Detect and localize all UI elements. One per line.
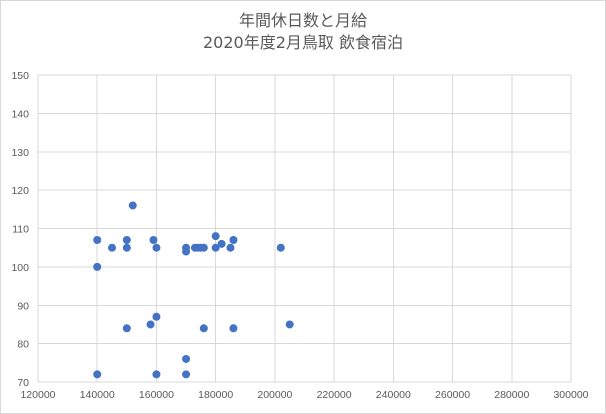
x-tick-label: 120000 [20, 389, 55, 401]
chart-title-line-1: 年間休日数と月給 [238, 11, 367, 30]
data-point [229, 236, 238, 245]
y-tick-label: 100 [11, 262, 29, 274]
gridlines [37, 74, 572, 383]
data-point [229, 324, 238, 333]
y-tick-label: 110 [12, 224, 29, 236]
x-tick-label: 140000 [80, 389, 115, 401]
chart-title: 年間休日数と月給 2020年度2月鳥取 飲食宿泊 [0, 10, 606, 54]
data-point [285, 320, 294, 329]
y-tick-label: 70 [17, 377, 29, 389]
data-point [108, 243, 117, 252]
x-tick-label: 200000 [257, 389, 292, 401]
x-tick-label: 220000 [317, 389, 352, 401]
x-tick-label: 180000 [198, 389, 233, 401]
data-point [152, 370, 161, 379]
data-point [93, 236, 102, 245]
data-point [182, 370, 191, 379]
data-point [182, 354, 191, 363]
y-tick-label: 140 [11, 108, 29, 120]
data-point [152, 312, 161, 321]
axis-tick-labels: 120000 140000 160000 180000 200000 220000 2400… [11, 70, 588, 401]
data-point [149, 236, 158, 245]
data-point [211, 232, 220, 241]
y-tick-label: 90 [17, 300, 29, 312]
data-point [276, 243, 285, 252]
x-tick-label: 300000 [553, 389, 588, 401]
data-point [211, 243, 220, 252]
data-point [226, 243, 235, 252]
y-tick-label: 120 [11, 185, 29, 197]
x-tick-label: 280000 [494, 389, 529, 401]
data-point [122, 236, 131, 245]
data-point [199, 324, 208, 333]
data-point [93, 262, 102, 271]
data-point [146, 320, 155, 329]
y-tick-label: 80 [17, 339, 29, 351]
data-points [93, 201, 294, 379]
y-tick-label: 130 [11, 147, 29, 159]
x-tick-label: 240000 [376, 389, 411, 401]
x-tick-label: 260000 [435, 389, 470, 401]
x-tick-label: 160000 [139, 389, 174, 401]
data-point [122, 243, 131, 252]
data-point [128, 201, 137, 210]
data-point [152, 243, 161, 252]
y-tick-label: 150 [11, 70, 29, 82]
data-point [182, 247, 191, 256]
data-point [199, 243, 208, 252]
chart-title-line-2: 2020年度2月鳥取 飲食宿泊 [203, 33, 403, 52]
data-point [122, 324, 131, 333]
data-point [93, 370, 102, 379]
data-point [217, 239, 226, 248]
